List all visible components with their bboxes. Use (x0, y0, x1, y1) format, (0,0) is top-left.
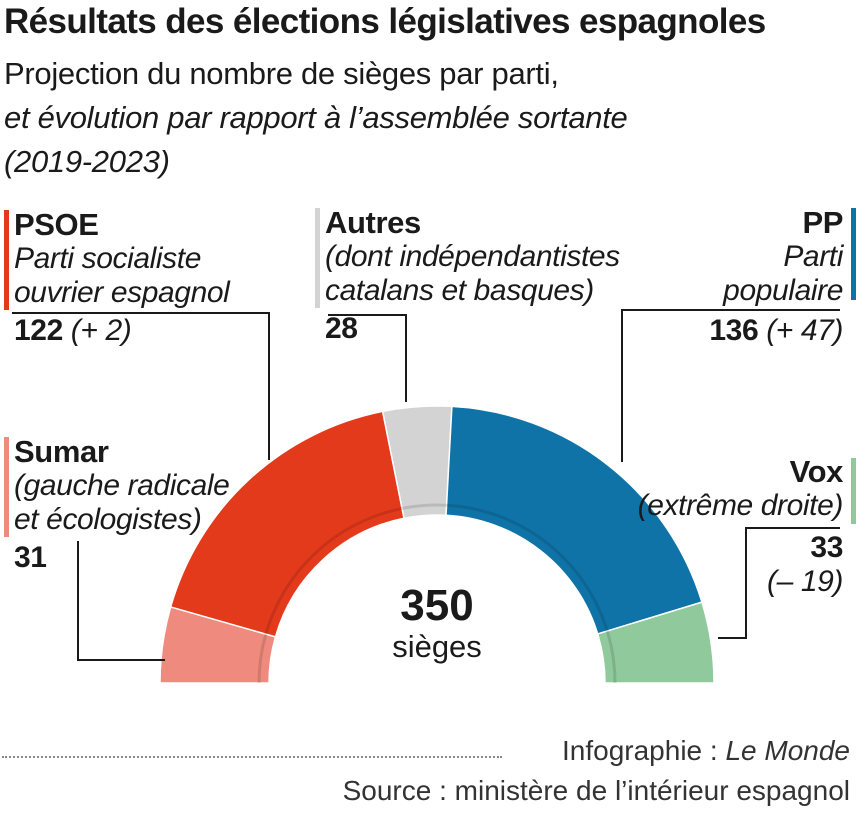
sumar-desc-2: et écologistes) (14, 503, 202, 536)
label-psoe: PSOE Parti socialiste ouvrier espagnol 1… (14, 207, 230, 348)
leader-line-sumar (77, 541, 165, 661)
credit-name: Le Monde (725, 735, 850, 766)
psoe-color-bar (4, 210, 9, 310)
total-seats-unit: sièges (392, 629, 482, 664)
psoe-seats: 122 (14, 314, 63, 347)
footer-credit: Infographie : Le Monde (562, 735, 850, 767)
subtitle-line-1: Projection du nombre de sièges par parti… (4, 56, 559, 91)
subtitle-line-2: et évolution par rapport à l’assemblée s… (4, 100, 628, 135)
inner-shadow-ring (257, 503, 617, 684)
autres-desc-1: (dont indépendantistes (325, 240, 620, 273)
label-sumar: Sumar (gauche radicale et écologistes) 3… (14, 434, 230, 575)
subtitle-line-3: (2019-2023) (4, 144, 170, 179)
hemicycle-segments (159, 405, 715, 684)
leader-lines (12, 309, 840, 661)
leader-line-psoe (12, 312, 270, 460)
psoe-change: (+ 2) (70, 314, 132, 347)
pp-desc-2: populaire (723, 274, 843, 307)
chart-subtitle: Projection du nombre de sièges par parti… (4, 52, 628, 184)
leader-line-pp (621, 309, 840, 462)
pp-desc-1: Parti (783, 240, 843, 273)
vox-change: (– 19) (767, 565, 843, 598)
footer-divider (2, 756, 502, 758)
leader-line-autres (328, 314, 407, 402)
label-pp: PP Parti populaire 136 (+ 47) (709, 206, 843, 348)
autres-name: Autres (325, 205, 421, 240)
label-autres: Autres (dont indépendantistes catalans e… (325, 206, 620, 346)
sumar-seats: 31 (14, 541, 47, 574)
total-seats: 350 sièges (337, 582, 537, 664)
pp-seats: 136 (709, 314, 759, 347)
autres-desc-2: catalans et basques) (325, 274, 594, 307)
vox-seats: 33 (810, 531, 843, 564)
segment-pp (445, 405, 703, 635)
footer-source: Source : ministère de l’intérieur espagn… (342, 775, 850, 806)
sumar-color-bar (4, 437, 9, 537)
autres-seats: 28 (325, 312, 358, 345)
sumar-name: Sumar (14, 434, 109, 469)
label-vox: Vox (extrême droite) 33 (– 19) (637, 454, 844, 599)
psoe-desc-1: Parti socialiste (14, 242, 202, 275)
leader-line-vox (718, 527, 840, 639)
vox-color-bar (851, 458, 856, 524)
sumar-desc-1: (gauche radicale (14, 469, 230, 502)
total-seats-value: 350 (400, 581, 474, 630)
credit-prefix: Infographie : (562, 735, 726, 766)
psoe-desc-2: ouvrier espagnol (14, 276, 230, 309)
psoe-name: PSOE (14, 207, 99, 242)
pp-change: (+ 47) (766, 314, 843, 347)
chart-title: Résultats des élections législatives esp… (4, 2, 766, 41)
vox-name: Vox (789, 454, 844, 489)
pp-color-bar (851, 208, 856, 300)
autres-color-bar (315, 208, 320, 308)
segment-vox (596, 601, 715, 684)
vox-desc-1: (extrême droite) (637, 489, 844, 522)
pp-name: PP (802, 205, 843, 240)
